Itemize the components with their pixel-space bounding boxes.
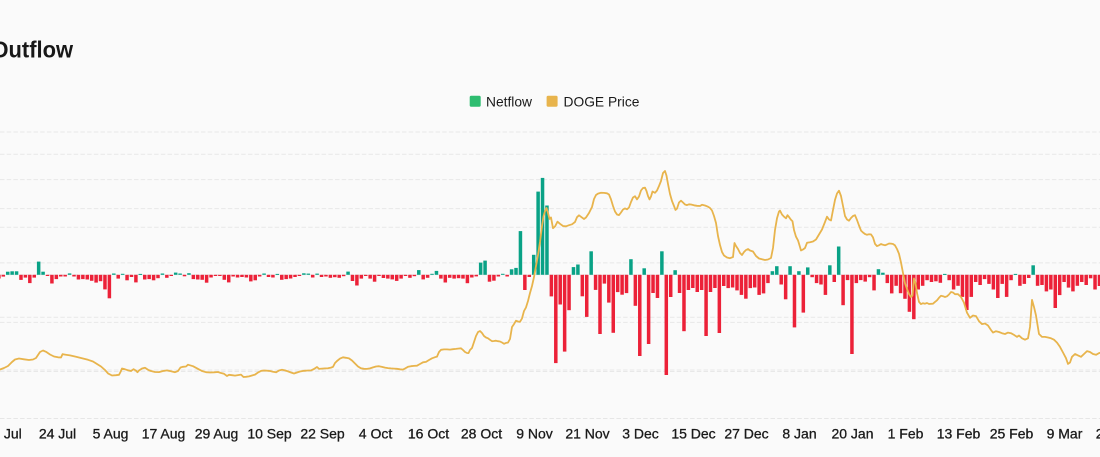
svg-text:29 Aug: 29 Aug xyxy=(195,426,239,442)
svg-text:9 Mar: 9 Mar xyxy=(1047,426,1083,442)
svg-text:17 Aug: 17 Aug xyxy=(142,426,186,442)
svg-text:DOGE Price: DOGE Price xyxy=(564,94,640,109)
svg-text:5 Aug: 5 Aug xyxy=(93,426,129,442)
svg-text:20 Jan: 20 Jan xyxy=(831,426,873,442)
svg-text:1 Feb: 1 Feb xyxy=(888,426,924,442)
svg-text:4 Oct: 4 Oct xyxy=(359,426,393,442)
svg-text:8 Jan: 8 Jan xyxy=(782,426,816,442)
svg-text:15 Dec: 15 Dec xyxy=(671,426,715,442)
svg-text:21 Mar: 21 Mar xyxy=(1096,426,1100,442)
svg-text:21 Nov: 21 Nov xyxy=(565,426,609,442)
svg-text:28 Oct: 28 Oct xyxy=(461,426,502,442)
svg-text:3 Dec: 3 Dec xyxy=(622,426,659,442)
svg-text:9 Nov: 9 Nov xyxy=(516,426,553,442)
svg-text:Jul: Jul xyxy=(4,426,22,442)
svg-text:10 Sep: 10 Sep xyxy=(247,426,292,442)
svg-text:Netflow: Netflow xyxy=(486,94,532,109)
svg-text:13 Feb: 13 Feb xyxy=(937,426,981,442)
svg-text:22 Sep: 22 Sep xyxy=(300,426,345,442)
svg-text:27 Dec: 27 Dec xyxy=(724,426,768,442)
svg-text:Outflow: Outflow xyxy=(0,37,74,63)
svg-text:25 Feb: 25 Feb xyxy=(990,426,1034,442)
svg-text:16 Oct: 16 Oct xyxy=(408,426,449,442)
svg-text:24 Jul: 24 Jul xyxy=(39,426,76,442)
